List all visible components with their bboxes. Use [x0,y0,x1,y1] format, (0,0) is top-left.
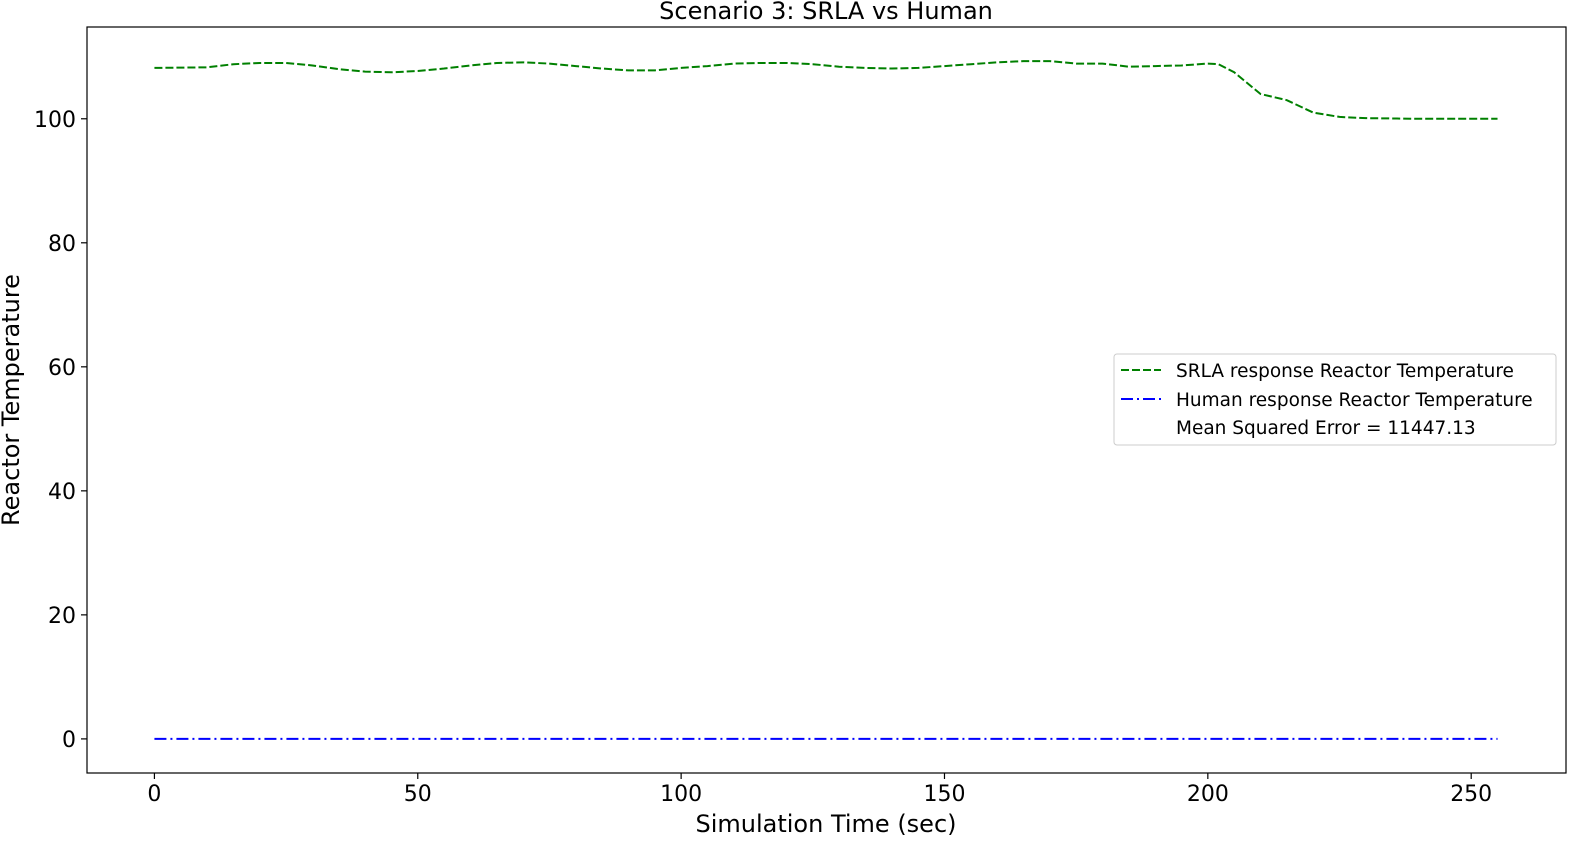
x-axis-label: Simulation Time (sec) [695,810,956,838]
series-line-0 [154,60,1498,120]
x-tick-label: 50 [404,782,432,807]
y-tick-label: 0 [62,728,76,753]
y-tick-label: 100 [34,108,76,133]
y-tick-label: 80 [48,232,76,257]
chart-title: Scenario 3: SRLA vs Human [659,0,993,25]
legend: SRLA response Reactor Temperature Human … [1113,353,1557,446]
y-tick-label: 40 [48,480,76,505]
y-ticks: 0 20 40 60 80 100 [34,108,87,753]
y-axis-label: Reactor Temperature [0,274,25,526]
x-tick-label: 100 [660,782,702,807]
series-layer [154,60,1498,740]
x-tick-label: 200 [1187,782,1229,807]
y-tick-label: 20 [48,604,76,629]
x-tick-label: 150 [923,782,965,807]
y-tick-label: 60 [48,356,76,381]
legend-mse-label: Mean Squared Error = 11447.13 [1176,418,1476,439]
x-ticks: 0 50 100 150 200 250 [147,773,1492,807]
legend-human-label: Human response Reactor Temperature [1176,390,1533,411]
x-tick-label: 250 [1450,782,1492,807]
legend-srla-label: SRLA response Reactor Temperature [1176,361,1514,382]
legend-box [1113,353,1557,446]
plot-area-frame [86,26,1567,774]
x-tick-label: 0 [147,782,161,807]
